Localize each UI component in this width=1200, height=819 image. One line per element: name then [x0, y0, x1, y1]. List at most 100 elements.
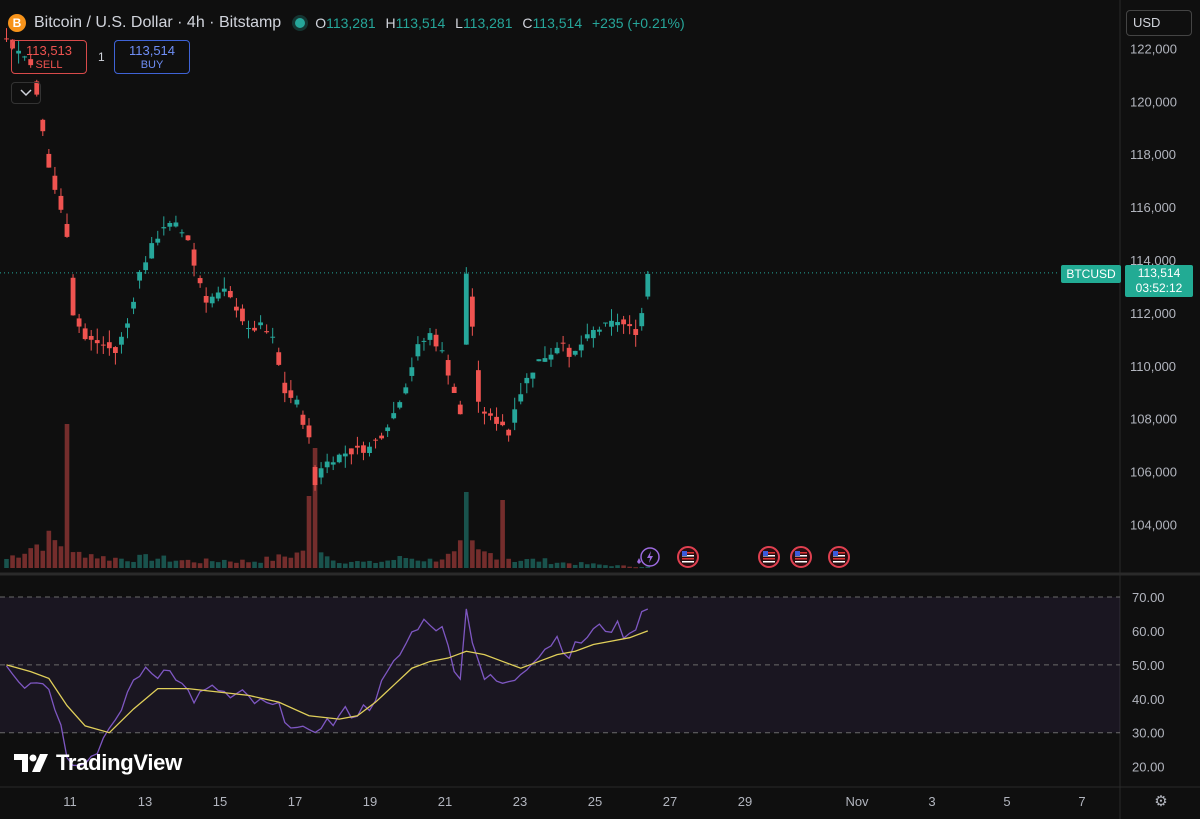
- candle-body: [70, 277, 76, 316]
- volume-bar: [288, 557, 294, 568]
- symbol-title[interactable]: Bitcoin / U.S. Dollar · 4h · Bitstamp: [34, 14, 282, 31]
- candle-body: [560, 342, 566, 344]
- candle: [578, 335, 584, 358]
- sell-price: 113,513: [25, 43, 73, 58]
- candle-body: [221, 288, 227, 292]
- candle: [76, 313, 82, 333]
- volume-bar: [155, 558, 161, 568]
- candle: [530, 372, 536, 388]
- candle: [300, 410, 306, 429]
- candle-body: [173, 222, 179, 227]
- candle: [536, 359, 542, 362]
- earnings-lightning-icon[interactable]: [637, 547, 660, 567]
- tradingview-logo[interactable]: TradingView: [14, 750, 182, 776]
- volume-bar: [246, 562, 251, 568]
- volume-bar: [494, 559, 499, 568]
- volume-bar: [312, 448, 318, 568]
- us-flag-event-icon[interactable]: [758, 546, 780, 568]
- candle-body: [476, 370, 481, 402]
- time-tick-label: 23: [513, 794, 527, 809]
- candle-body: [330, 462, 336, 465]
- candle-body: [131, 301, 136, 309]
- candle: [324, 453, 330, 474]
- flag-stripe: [795, 552, 807, 554]
- candle-body: [215, 292, 221, 299]
- us-flag-event-icon[interactable]: [677, 546, 699, 568]
- volume-bar: [433, 561, 439, 568]
- candle: [282, 371, 288, 403]
- candle: [572, 350, 578, 357]
- volume-bar: [276, 554, 282, 568]
- candle-body: [518, 394, 524, 402]
- sell-button[interactable]: 113,513 SELL: [11, 40, 87, 74]
- candle-body: [155, 238, 161, 243]
- candle-body: [191, 249, 197, 266]
- flag-stripe: [833, 555, 845, 557]
- candle: [506, 428, 512, 442]
- candle-body: [415, 344, 421, 357]
- volume-bar: [64, 424, 70, 568]
- lightning-ring: [640, 547, 660, 567]
- volume-bar: [427, 558, 433, 568]
- candle: [131, 297, 136, 315]
- candle-body: [536, 359, 542, 362]
- candle: [451, 383, 457, 394]
- rsi-tick-label: 60.00: [1132, 624, 1165, 639]
- candle-body: [572, 350, 578, 355]
- candle: [252, 320, 257, 333]
- volume-bar: [143, 554, 148, 568]
- us-flag-event-icon[interactable]: [828, 546, 850, 568]
- candle-body: [463, 273, 469, 345]
- currency-selector[interactable]: USD: [1126, 10, 1192, 36]
- collapse-legend-button[interactable]: [11, 82, 41, 104]
- candle-body: [548, 354, 554, 360]
- candle: [294, 395, 300, 408]
- candle: [639, 307, 645, 331]
- candle: [149, 236, 155, 259]
- flag-stripe: [833, 558, 845, 560]
- price-tick-label: 104,000: [1130, 517, 1177, 532]
- buy-button[interactable]: 113,514 BUY: [114, 40, 190, 74]
- volume-bar: [409, 558, 415, 568]
- candle-body: [264, 331, 270, 333]
- volume-bar: [197, 563, 203, 568]
- time-tick-label: 21: [438, 794, 452, 809]
- candle-body: [28, 59, 34, 66]
- volume-bar: [318, 552, 324, 568]
- rsi-tick-label: 40.00: [1132, 692, 1165, 707]
- candle: [179, 229, 185, 238]
- candle: [215, 286, 221, 302]
- volume-bar: [609, 566, 614, 568]
- candle-body: [179, 232, 185, 234]
- candle: [445, 354, 451, 385]
- flag-canton: [795, 551, 800, 556]
- volume-bar: [215, 562, 221, 568]
- candle: [590, 326, 596, 348]
- candle: [22, 55, 28, 61]
- candle: [609, 309, 614, 336]
- volume-bar: [585, 564, 590, 568]
- volume-bar: [361, 561, 366, 568]
- candle: [209, 293, 215, 308]
- flag-ring: [790, 546, 812, 568]
- candle-body: [10, 39, 15, 49]
- volume-bar: [222, 559, 227, 568]
- candle: [439, 342, 445, 354]
- volume-bar: [46, 530, 52, 568]
- candle: [106, 330, 112, 356]
- volume-bar: [524, 559, 530, 568]
- settings-button[interactable]: ⚙: [1150, 792, 1172, 812]
- candle: [197, 275, 203, 288]
- candle-body: [584, 334, 590, 339]
- candle: [288, 380, 294, 404]
- candle: [379, 432, 384, 440]
- candle: [70, 274, 76, 316]
- volume-bar: [34, 544, 40, 568]
- us-flag-event-icon[interactable]: [790, 546, 812, 568]
- rsi-line: [5, 608, 649, 767]
- volume-bar: [645, 566, 651, 568]
- buy-label: BUY: [140, 59, 164, 71]
- candle: [463, 267, 469, 345]
- price-tick-label: 120,000: [1130, 94, 1177, 109]
